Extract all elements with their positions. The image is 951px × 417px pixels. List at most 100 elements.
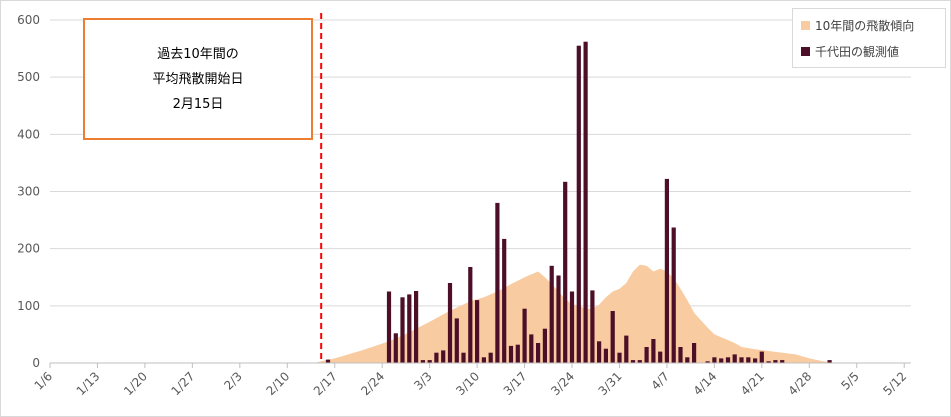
observation-bar xyxy=(393,333,398,363)
observation-bar xyxy=(610,311,615,363)
observation-bar xyxy=(420,360,425,363)
legend-item-trend: 10年間の飛散傾向 xyxy=(801,17,914,34)
x-tick-label: 4/21 xyxy=(738,369,767,398)
x-tick-label: 4/14 xyxy=(691,369,720,398)
x-tick-label: 4/28 xyxy=(785,369,814,398)
observation-bar xyxy=(671,227,676,363)
observation-bar xyxy=(495,202,500,363)
observation-bar xyxy=(678,347,683,363)
y-tick-label: 400 xyxy=(17,127,40,141)
observation-bar xyxy=(515,344,520,363)
observation-bar xyxy=(563,181,568,363)
legend: 10年間の飛散傾向 千代田の観測値 xyxy=(792,8,946,68)
observation-bar xyxy=(481,357,486,363)
x-tick-label: 5/5 xyxy=(838,369,862,393)
x-tick-label: 3/3 xyxy=(411,369,435,393)
observation-bar xyxy=(414,291,419,363)
observation-bar xyxy=(712,357,717,363)
observation-bar xyxy=(766,361,771,363)
x-tick-label: 1/13 xyxy=(74,369,103,398)
observation-bar xyxy=(488,352,493,363)
observation-bar xyxy=(692,343,697,363)
observation-bar xyxy=(617,352,622,363)
observation-bar xyxy=(603,348,608,363)
observation-bar xyxy=(386,291,392,363)
x-tick-label: 1/20 xyxy=(121,369,150,398)
observation-bar xyxy=(827,360,832,363)
observation-bar xyxy=(664,178,669,363)
observation-bar xyxy=(590,290,595,363)
x-tick-label: 2/3 xyxy=(221,369,245,393)
observation-bar xyxy=(427,360,432,363)
observation-bar xyxy=(732,354,737,363)
observation-bar xyxy=(522,308,527,363)
x-tick-label: 2/10 xyxy=(263,369,292,398)
observation-bar xyxy=(705,361,710,363)
x-tick-label: 3/31 xyxy=(596,369,625,398)
annotation-line-1: 過去10年間の xyxy=(157,46,239,62)
x-tick-label: 2/17 xyxy=(311,369,340,398)
observation-bar xyxy=(549,265,554,363)
y-tick-label: 300 xyxy=(17,185,40,199)
observation-bar xyxy=(461,352,466,363)
observation-bar xyxy=(434,352,439,363)
observation-bar xyxy=(468,267,473,363)
annotation-line-2: 平均飛散開始日 xyxy=(152,71,244,87)
observation-bar xyxy=(576,45,581,363)
x-tick-label: 4/7 xyxy=(649,369,673,393)
x-tick-label: 3/24 xyxy=(548,369,577,398)
observation-bar xyxy=(644,347,649,363)
observation-bar xyxy=(536,343,541,363)
observation-bar xyxy=(447,283,453,363)
observation-bar xyxy=(651,339,656,363)
legend-label-observed: 千代田の観測値 xyxy=(815,45,900,59)
observation-bar xyxy=(597,341,602,363)
x-tick-label: 3/17 xyxy=(501,369,530,398)
observation-bar xyxy=(759,351,764,363)
observation-bar xyxy=(624,335,629,363)
observation-bar xyxy=(630,360,636,363)
x-tick-label: 5/12 xyxy=(880,369,909,398)
observation-bar-layer xyxy=(325,41,832,363)
observation-bar xyxy=(685,357,690,363)
y-tick-label: 0 xyxy=(32,356,40,370)
observation-bar xyxy=(637,360,642,363)
observation-bar xyxy=(400,297,405,363)
observation-bar xyxy=(454,318,459,363)
y-tick-label: 600 xyxy=(17,13,40,27)
observation-bar xyxy=(508,345,514,363)
x-tick-label: 1/6 xyxy=(32,369,56,393)
y-tick-label: 500 xyxy=(17,70,40,84)
observation-bar xyxy=(475,300,480,363)
x-tick-label: 2/24 xyxy=(358,369,387,398)
observation-bar xyxy=(556,275,561,363)
observation-bar xyxy=(780,360,785,363)
observation-bar xyxy=(773,360,778,363)
trend-area-layer xyxy=(314,264,837,363)
observation-bar xyxy=(569,291,575,363)
y-tick-label: 100 xyxy=(17,299,40,313)
observation-bar xyxy=(325,359,331,363)
legend-item-observed: 千代田の観測値 xyxy=(801,43,899,60)
observation-bar xyxy=(753,358,758,363)
annotation-line-3: 2月15日 xyxy=(172,96,224,112)
observation-bar xyxy=(725,357,731,363)
y-tick-label: 200 xyxy=(17,242,40,256)
trend-area xyxy=(314,264,837,363)
annotation-box: 過去10年間の 平均飛散開始日 2月15日 xyxy=(83,18,313,140)
observation-bar xyxy=(658,351,663,363)
legend-swatch-trend xyxy=(801,21,810,30)
legend-swatch-observed xyxy=(801,47,810,56)
observation-bar xyxy=(529,334,534,363)
observation-bar xyxy=(502,238,507,363)
observation-bar xyxy=(407,294,412,363)
observation-bar xyxy=(739,357,744,363)
x-tick-label: 3/10 xyxy=(453,369,482,398)
x-tick-label: 1/27 xyxy=(169,369,198,398)
observation-bar xyxy=(542,328,547,363)
legend-label-trend: 10年間の飛散傾向 xyxy=(815,19,915,33)
observation-bar xyxy=(441,350,446,363)
observation-bar xyxy=(746,357,751,363)
observation-bar xyxy=(583,41,588,363)
